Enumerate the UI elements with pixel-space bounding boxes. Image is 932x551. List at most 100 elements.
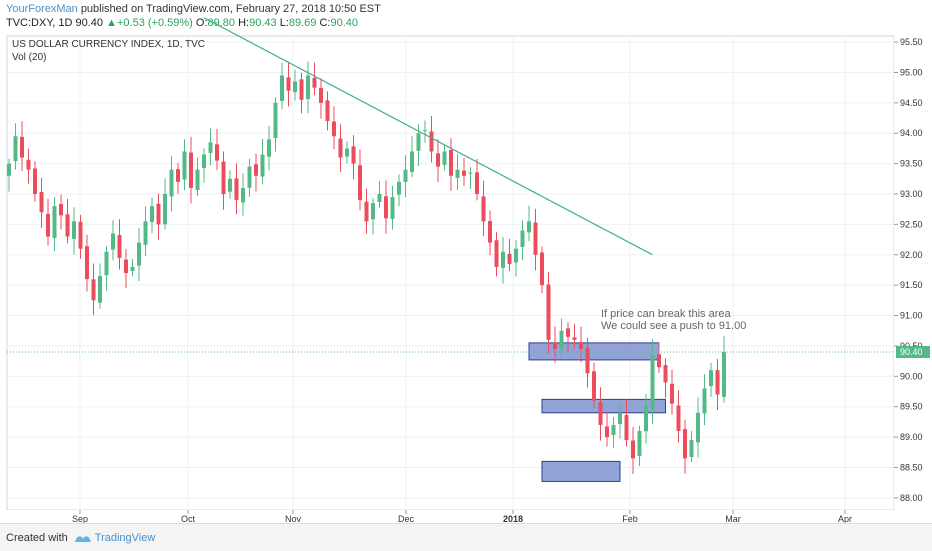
candle-body [436,153,440,167]
candle-body [65,214,70,237]
candle-body [319,87,323,103]
high-value: 90.43 [249,17,277,29]
candle-body [449,150,453,176]
candle-body [13,136,18,162]
candle-body [390,197,395,219]
x-axis-background [7,510,894,523]
y-axis-background [894,36,932,510]
candle-body [377,194,382,202]
candle-body [702,388,707,414]
candle-body [488,221,492,243]
candle-body [78,221,83,249]
y-tick-label: 94.50 [900,98,923,108]
candle-body [650,355,655,410]
candle-body [572,337,577,340]
candle-body [325,100,330,122]
high-label: H: [238,17,250,29]
candle-body [351,146,356,164]
candle-body [150,206,154,223]
candle-body [663,365,668,383]
candle-body [247,166,252,188]
y-axis: 88.00 88.50 89.00 89.50 90.00 90.50 91.00 91.50… [894,36,932,510]
candle-body [124,259,128,273]
last-price-tag [896,346,930,358]
candle-body [423,130,427,132]
candle-body [280,75,284,102]
created-with-line: Created with TradingView [6,532,155,547]
candle-body [481,196,486,222]
candle-body [273,102,278,138]
candle-body [163,194,167,225]
y-tick-label: 94.00 [900,128,923,138]
candle-body [533,222,538,255]
x-tick-label: Apr [838,514,852,523]
candle-body [527,221,531,233]
candle-body [468,172,473,174]
x-tick-label: 2018 [503,514,523,523]
price-zone [541,398,666,414]
candle-body [26,159,31,170]
x-axis: Sep Oct Nov Dec 2018 Feb Mar Apr [7,510,894,523]
candle-body [254,164,258,176]
low-label: L: [279,17,289,29]
annotation-line: We could see a push to 91.00 [601,320,746,332]
candle-body [637,431,642,456]
chart-header: YourForexMan published on TradingView.co… [0,0,932,36]
candle-body [631,440,635,459]
candle-body [332,121,336,137]
candle-body [260,154,265,177]
candle-body [553,342,557,349]
annotation-line: If price can break this area [601,308,732,320]
candle-body [169,169,174,197]
y-tick-label: 90.00 [900,371,923,381]
y-tick-label: 95.00 [900,67,923,77]
trendline [203,17,653,256]
candle-body [709,370,713,387]
y-tick-label: 89.00 [900,432,923,442]
published-text: published on TradingView.com, February 2… [80,3,381,15]
candle-body [267,139,271,157]
candle-body [403,169,408,182]
candle-body [312,77,317,88]
candle-body [455,169,460,178]
chart-title: US DOLLAR CURRENCY INDEX, 1D, TVC [12,39,205,50]
candle-body [228,178,232,192]
candle-body [579,342,583,349]
candle-body [39,192,44,213]
y-tick-label: 95.50 [900,37,923,47]
candle-body [670,383,674,404]
candle-body [475,172,479,194]
tradingview-link[interactable]: TradingView [94,532,156,544]
author-link[interactable]: YourForexMan [6,3,78,15]
y-tick-label: 88.00 [900,493,923,503]
price-change: +0.53 (+0.59%) [116,17,193,29]
candle-body [358,165,362,201]
candle-body [429,131,434,152]
candle-body [364,201,369,222]
candle-body [540,252,544,286]
candle-body [7,163,11,176]
candle-body [52,206,57,239]
candle-body [85,246,89,280]
candle-body [33,168,37,194]
close-value: 90.40 [330,17,359,29]
candle-body [286,77,291,91]
x-tick-label: Dec [398,514,415,523]
candle-body [215,144,219,161]
last-price: 90.40 [75,17,104,29]
candle-body [202,154,206,169]
candle-body [345,148,349,157]
publish-line: YourForexMan published on TradingView.co… [6,3,381,15]
y-tick-label: 89.50 [900,402,923,412]
candle-body [143,221,148,245]
candle-body [176,169,180,182]
price-chart[interactable]: 88.00 88.50 89.00 89.50 90.00 90.50 91.00 91.50… [0,0,932,523]
candle-body [442,151,447,165]
candle-body [208,142,213,153]
trendline-group [7,17,894,353]
candle-body [59,204,63,216]
open-label: O: [195,17,208,29]
y-tick-label: 91.50 [900,280,923,290]
candle-body [293,81,297,93]
plot-area[interactable] [6,35,895,511]
